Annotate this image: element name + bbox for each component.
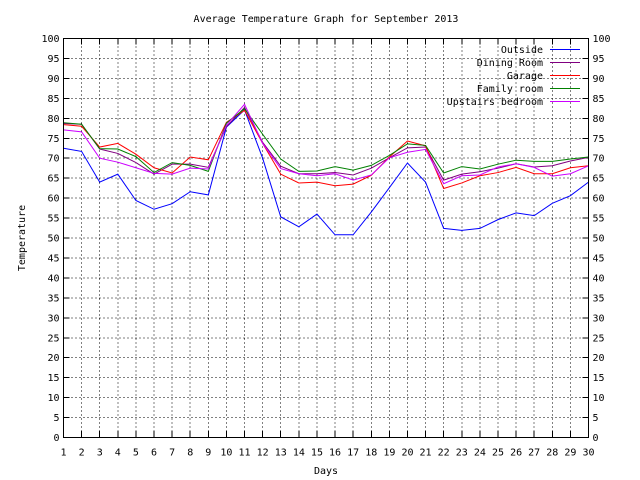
legend: Outside Dining Room Garage Family room Upsta… xyxy=(447,45,580,108)
y-tick-label: 40 xyxy=(47,273,59,284)
x-tick-label: 27 xyxy=(528,448,540,459)
y-tick-label: 75 xyxy=(47,134,59,145)
y2-tick-label: 100 xyxy=(593,34,611,45)
y-tick-label: 80 xyxy=(47,114,59,125)
plot-frame xyxy=(63,38,589,438)
y2-tick-label: 0 xyxy=(593,433,599,444)
y2-tick-label: 10 xyxy=(593,393,605,404)
y-tick-label: 15 xyxy=(47,373,59,384)
y-axis-label: Temperature xyxy=(17,205,28,271)
x-tick-label: 14 xyxy=(293,448,305,459)
x-tick-label: 21 xyxy=(420,448,432,459)
y-tick-label: 60 xyxy=(47,194,59,205)
series-line-garage xyxy=(63,109,589,190)
y2-tick-label: 15 xyxy=(593,373,605,384)
y2-tick-label: 90 xyxy=(593,74,605,85)
x-tick-label: 30 xyxy=(582,448,594,459)
chart-title: Average Temperature Graph for September … xyxy=(194,14,459,25)
x-tick-label: 8 xyxy=(187,448,193,459)
x-tick-label: 12 xyxy=(257,448,269,459)
y-tick-label: 95 xyxy=(47,54,59,65)
x-tick-label: 15 xyxy=(311,448,323,459)
x-tick-label: 22 xyxy=(438,448,450,459)
y2-tick-label: 80 xyxy=(593,114,605,125)
x-tick-label: 16 xyxy=(329,448,341,459)
x-tick-label: 29 xyxy=(564,448,576,459)
x-tick-label: 5 xyxy=(133,448,139,459)
x-tick-label: 28 xyxy=(546,448,558,459)
y-tick-label: 100 xyxy=(41,34,59,45)
x-axis-label: Days xyxy=(314,466,338,477)
y2-tick-label: 65 xyxy=(593,174,605,185)
series-line-upstairs-bedroom xyxy=(63,103,589,185)
y-tick-label: 90 xyxy=(47,74,59,85)
series-line-family-room xyxy=(63,108,589,174)
y-tick-label: 70 xyxy=(47,154,59,165)
x-tick-label: 1 xyxy=(60,448,66,459)
legend-label: Family room xyxy=(477,84,543,95)
y2-tick-label: 45 xyxy=(593,253,605,264)
y2-tick-label: 20 xyxy=(593,353,605,364)
x-tick-label: 23 xyxy=(456,448,468,459)
x-tick-label: 4 xyxy=(115,448,121,459)
y2-tick-label: 25 xyxy=(593,333,605,344)
y2-tick-label: 60 xyxy=(593,194,605,205)
y-tick-label: 50 xyxy=(47,234,59,245)
y2-tick-label: 5 xyxy=(593,413,599,424)
y2-tick-label: 35 xyxy=(593,293,605,304)
x-tick-label: 20 xyxy=(401,448,413,459)
y2-tick-label: 95 xyxy=(593,54,605,65)
x-tick-label: 18 xyxy=(365,448,377,459)
y-tick-label: 20 xyxy=(47,353,59,364)
x-tick-label: 2 xyxy=(79,448,85,459)
y-tick-label: 30 xyxy=(47,313,59,324)
y-tick-label: 10 xyxy=(47,393,59,404)
y-tick-label: 35 xyxy=(47,293,59,304)
x-tick-label: 11 xyxy=(239,448,251,459)
y-tick-label: 5 xyxy=(53,413,59,424)
x-tick-label: 6 xyxy=(151,448,157,459)
x-tick-label: 24 xyxy=(474,448,486,459)
legend-label: Garage xyxy=(507,71,543,82)
x-tick-label: 19 xyxy=(383,448,395,459)
legend-label: Outside xyxy=(501,45,543,56)
x-tick-label: 13 xyxy=(275,448,287,459)
x-tick-label: 10 xyxy=(220,448,232,459)
legend-label: Dining Room xyxy=(477,58,543,69)
x-tick-label: 9 xyxy=(205,448,211,459)
x-tick-label: 17 xyxy=(347,448,359,459)
y2-tick-label: 55 xyxy=(593,214,605,225)
x-tick-label: 3 xyxy=(97,448,103,459)
x-tick-label: 7 xyxy=(169,448,175,459)
y-tick-label: 85 xyxy=(47,94,59,105)
y2-tick-label: 75 xyxy=(593,134,605,145)
series-line-outside xyxy=(63,109,589,236)
y-tick-label: 55 xyxy=(47,214,59,225)
series-lines xyxy=(63,103,589,236)
grid xyxy=(63,38,589,438)
y-tick-label: 45 xyxy=(47,253,59,264)
legend-label: Upstairs bedroom xyxy=(447,97,543,108)
y2-tick-label: 85 xyxy=(593,94,605,105)
y2-tick-label: 30 xyxy=(593,313,605,324)
y-tick-label: 0 xyxy=(53,433,59,444)
y2-tick-label: 70 xyxy=(593,154,605,165)
y-tick-label: 65 xyxy=(47,174,59,185)
x-tick-label: 26 xyxy=(510,448,522,459)
y2-tick-label: 50 xyxy=(593,234,605,245)
y-tick-label: 25 xyxy=(47,333,59,344)
y2-tick-label: 40 xyxy=(593,273,605,284)
x-tick-label: 25 xyxy=(492,448,504,459)
